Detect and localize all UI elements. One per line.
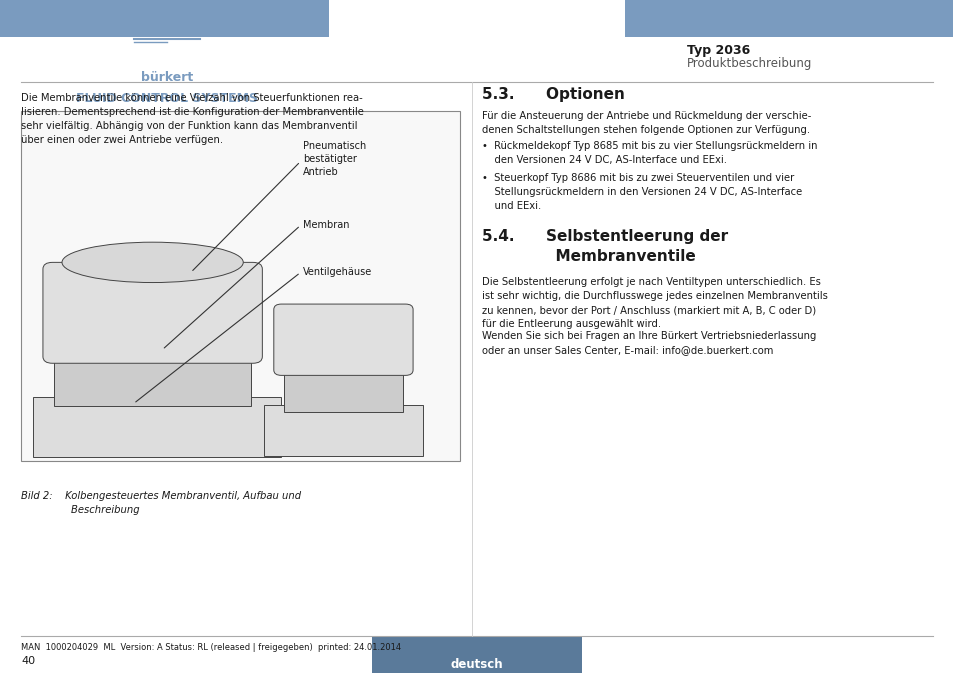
- FancyBboxPatch shape: [274, 304, 413, 376]
- FancyBboxPatch shape: [0, 0, 329, 37]
- Text: bürkert
FLUID CONTROL SYSTEMS: bürkert FLUID CONTROL SYSTEMS: [76, 71, 257, 104]
- FancyBboxPatch shape: [33, 397, 281, 458]
- FancyBboxPatch shape: [264, 405, 422, 456]
- Text: Ventilgehäuse: Ventilgehäuse: [303, 267, 373, 277]
- FancyBboxPatch shape: [624, 0, 953, 37]
- Text: Die Membranventile können eine Vielzahl von Steuerfunktionen rea-
lisieren. Deme: Die Membranventile können eine Vielzahl …: [21, 93, 363, 145]
- Text: •  Rückmeldekopf Typ 8685 mit bis zu vier Stellungsrückmeldern in
    den Versio: • Rückmeldekopf Typ 8685 mit bis zu vier…: [481, 141, 817, 166]
- Text: •  Steuerkopf Typ 8686 mit bis zu zwei Steuerventilen und vier
    Stellungsrück: • Steuerkopf Typ 8686 mit bis zu zwei St…: [481, 173, 801, 211]
- FancyBboxPatch shape: [43, 262, 262, 363]
- Text: Produktbeschreibung: Produktbeschreibung: [686, 57, 811, 70]
- Ellipse shape: [62, 242, 243, 283]
- Text: Die Selbstentleerung erfolgt je nach Ventiltypen unterschiedlich. Es
ist sehr wi: Die Selbstentleerung erfolgt je nach Ven…: [481, 277, 827, 329]
- FancyBboxPatch shape: [54, 355, 251, 406]
- Text: MAN  1000204029  ML  Version: A Status: RL (released | freigegeben)  printed: 24: MAN 1000204029 ML Version: A Status: RL …: [21, 643, 400, 651]
- Text: 5.3.      Optionen: 5.3. Optionen: [481, 87, 624, 102]
- Text: 5.4.      Selbstentleerung der
              Membranventile: 5.4. Selbstentleerung der Membranventile: [481, 229, 727, 264]
- Text: Bild 2:    Kolbengesteuertes Membranventil, Aufbau und
                Beschreib: Bild 2: Kolbengesteuertes Membranventil,…: [21, 491, 301, 515]
- FancyBboxPatch shape: [372, 637, 581, 673]
- FancyBboxPatch shape: [284, 369, 402, 412]
- Text: 40: 40: [21, 656, 35, 666]
- Text: Typ 2036: Typ 2036: [686, 44, 749, 57]
- Text: deutsch: deutsch: [450, 658, 503, 671]
- Text: Für die Ansteuerung der Antriebe und Rückmeldung der verschie-
denen Schaltstell: Für die Ansteuerung der Antriebe und Rüc…: [481, 111, 810, 135]
- FancyBboxPatch shape: [21, 111, 459, 461]
- Text: Membran: Membran: [303, 220, 350, 230]
- Text: Pneumatisch
bestätigter
Antrieb: Pneumatisch bestätigter Antrieb: [303, 141, 366, 177]
- Text: Wenden Sie sich bei Fragen an Ihre Bürkert Vertriebsniederlassung
oder an unser : Wenden Sie sich bei Fragen an Ihre Bürke…: [481, 331, 815, 355]
